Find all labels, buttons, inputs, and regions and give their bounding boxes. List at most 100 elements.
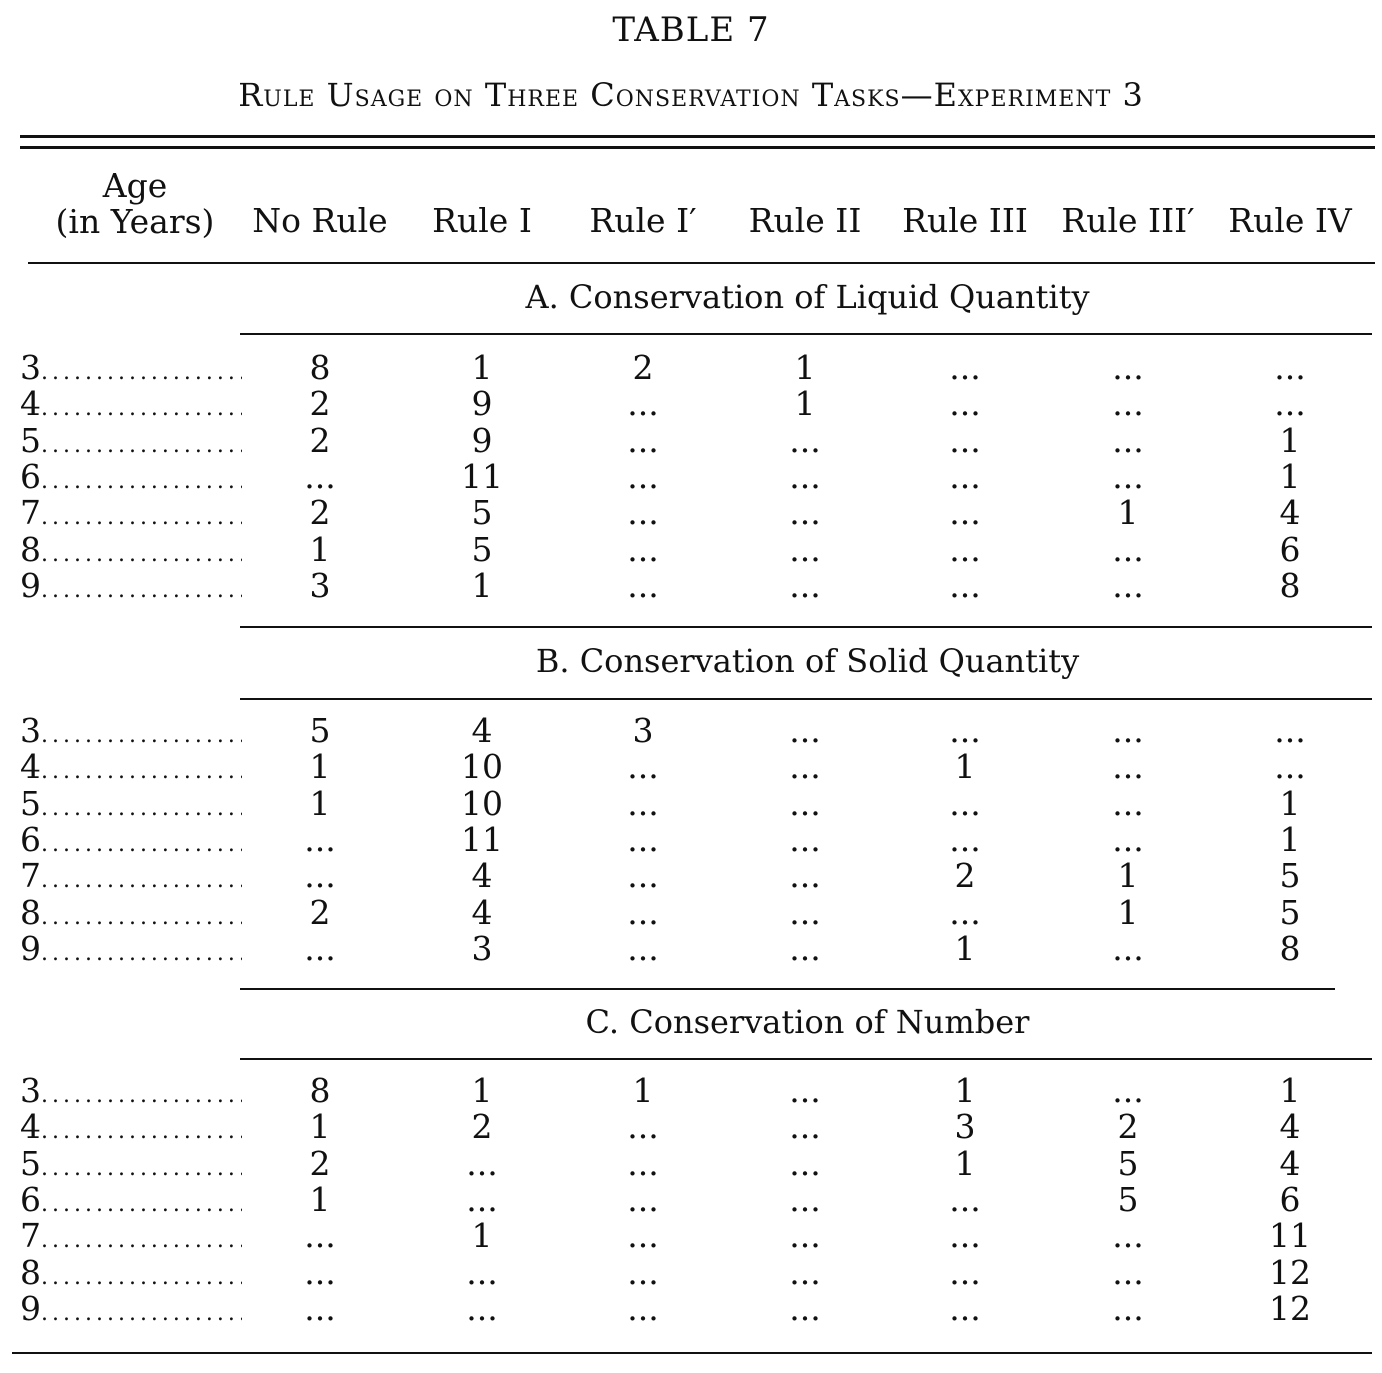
table-cell: 1 [1117,493,1139,533]
table-cell: 2 [954,856,976,896]
age-value: 7 [20,1218,41,1256]
dot-leader: .......................... [41,577,242,603]
dot-leader: .......................... [41,1228,242,1254]
age-value: 5 [20,785,41,823]
table-cell: ... [789,565,821,605]
dot-leader: .......................... [41,432,242,458]
table-cell: ... [627,747,659,787]
table-cell: 8 [1279,928,1301,968]
table-cell: ... [789,456,821,496]
table-cell: 11 [461,819,503,859]
age-value: 7 [20,858,41,896]
age-row-label: 7.......................... [20,1218,242,1259]
table-cell: 1 [794,348,816,387]
age-value: 9 [20,930,41,968]
table-cell: ... [949,384,981,424]
column-header: Rule I [432,201,532,240]
table-cell: ... [949,783,981,823]
table-cell: ... [949,565,981,605]
table-cell: 5 [471,493,493,533]
table-cell: ... [627,819,659,859]
table-cell: ... [627,783,659,823]
table-cell: ... [1112,348,1144,387]
age-row-label: 4.......................... [20,1109,242,1150]
table-cell: 1 [471,1216,493,1256]
table-cell: 1 [309,783,331,823]
table-bottom-rule [12,1352,1372,1354]
table-cell: 1 [1279,783,1301,823]
header-bottom-rule [28,262,1375,264]
table-cell: ... [1112,711,1144,750]
table-cell: 2 [309,420,331,460]
table-cell: ... [789,493,821,533]
age-row-label: 3.......................... [20,350,242,391]
table-cell: ... [949,819,981,859]
table-cell: ... [627,1107,659,1147]
table-cell: ... [1112,529,1144,569]
table-cell: ... [949,1288,981,1328]
age-row-label: 9.......................... [20,1291,242,1332]
age-row-label: 3.......................... [20,713,242,754]
age-row-label: 5.......................... [20,786,242,827]
table-cell: 1 [954,928,976,968]
table-cell: 1 [1279,420,1301,460]
table-cell: ... [1112,384,1144,424]
dot-leader: .......................... [41,541,242,567]
table-cell: ... [304,819,336,859]
table-cell: ... [789,1107,821,1147]
table-cell: ... [949,493,981,533]
table-cell: 3 [632,711,654,750]
table-cell: 9 [471,420,493,460]
table-cell: 4 [471,892,493,932]
table-cell: 3 [954,1107,976,1147]
age-row-label: 9.......................... [20,931,242,972]
table-cell: 1 [1117,892,1139,932]
table-cell: 10 [461,747,503,787]
table-cell: ... [789,856,821,896]
top-double-rule-1 [20,135,1375,138]
table-cell: ... [1274,384,1306,424]
top-double-rule-2 [20,146,1375,149]
table-cell: ... [466,1143,498,1183]
table-cell: 1 [954,747,976,787]
table-cell: ... [949,1252,981,1292]
table-cell: 4 [1279,1107,1301,1147]
age-value: 4 [20,749,41,787]
age-row-label: 5.......................... [20,1146,242,1187]
age-value: 8 [20,894,41,932]
table-cell: ... [304,1288,336,1328]
table-cell: ... [627,1288,659,1328]
table-cell: ... [627,1216,659,1256]
age-header-line2: (in Years) [55,202,215,241]
age-value: 3 [20,1073,41,1110]
dot-leader: .......................... [41,940,242,966]
table-cell: ... [304,856,336,896]
table-cell: 8 [309,1071,331,1110]
age-value: 7 [20,495,41,533]
table-cell: ... [627,856,659,896]
table-cell: 5 [1117,1179,1139,1219]
section-title: B. Conservation of Solid Quantity [535,642,1080,680]
table-cell: ... [627,928,659,968]
table-cell: ... [1112,1288,1144,1328]
table-cell: 3 [471,928,493,968]
table-cell: 1 [1279,1071,1301,1110]
age-value: 4 [20,386,41,424]
table-cell: 2 [309,384,331,424]
table-cell: 5 [1279,892,1301,932]
section-bottom-rule [240,988,1335,990]
table-cell: ... [627,456,659,496]
table-cell: ... [789,1179,821,1219]
table-cell: ... [627,420,659,460]
dot-leader: .......................... [41,1083,242,1108]
section-bottom-rule [240,626,1372,628]
table-cell: ... [789,1216,821,1256]
table-cell: ... [1274,711,1306,750]
table-cell: ... [789,1288,821,1328]
table-cell: 1 [309,747,331,787]
table-cell: ... [949,348,981,387]
dot-leader: .......................... [41,723,242,748]
table-cell: ... [789,420,821,460]
table-cell: ... [789,1071,821,1110]
table-cell: ... [1274,747,1306,787]
